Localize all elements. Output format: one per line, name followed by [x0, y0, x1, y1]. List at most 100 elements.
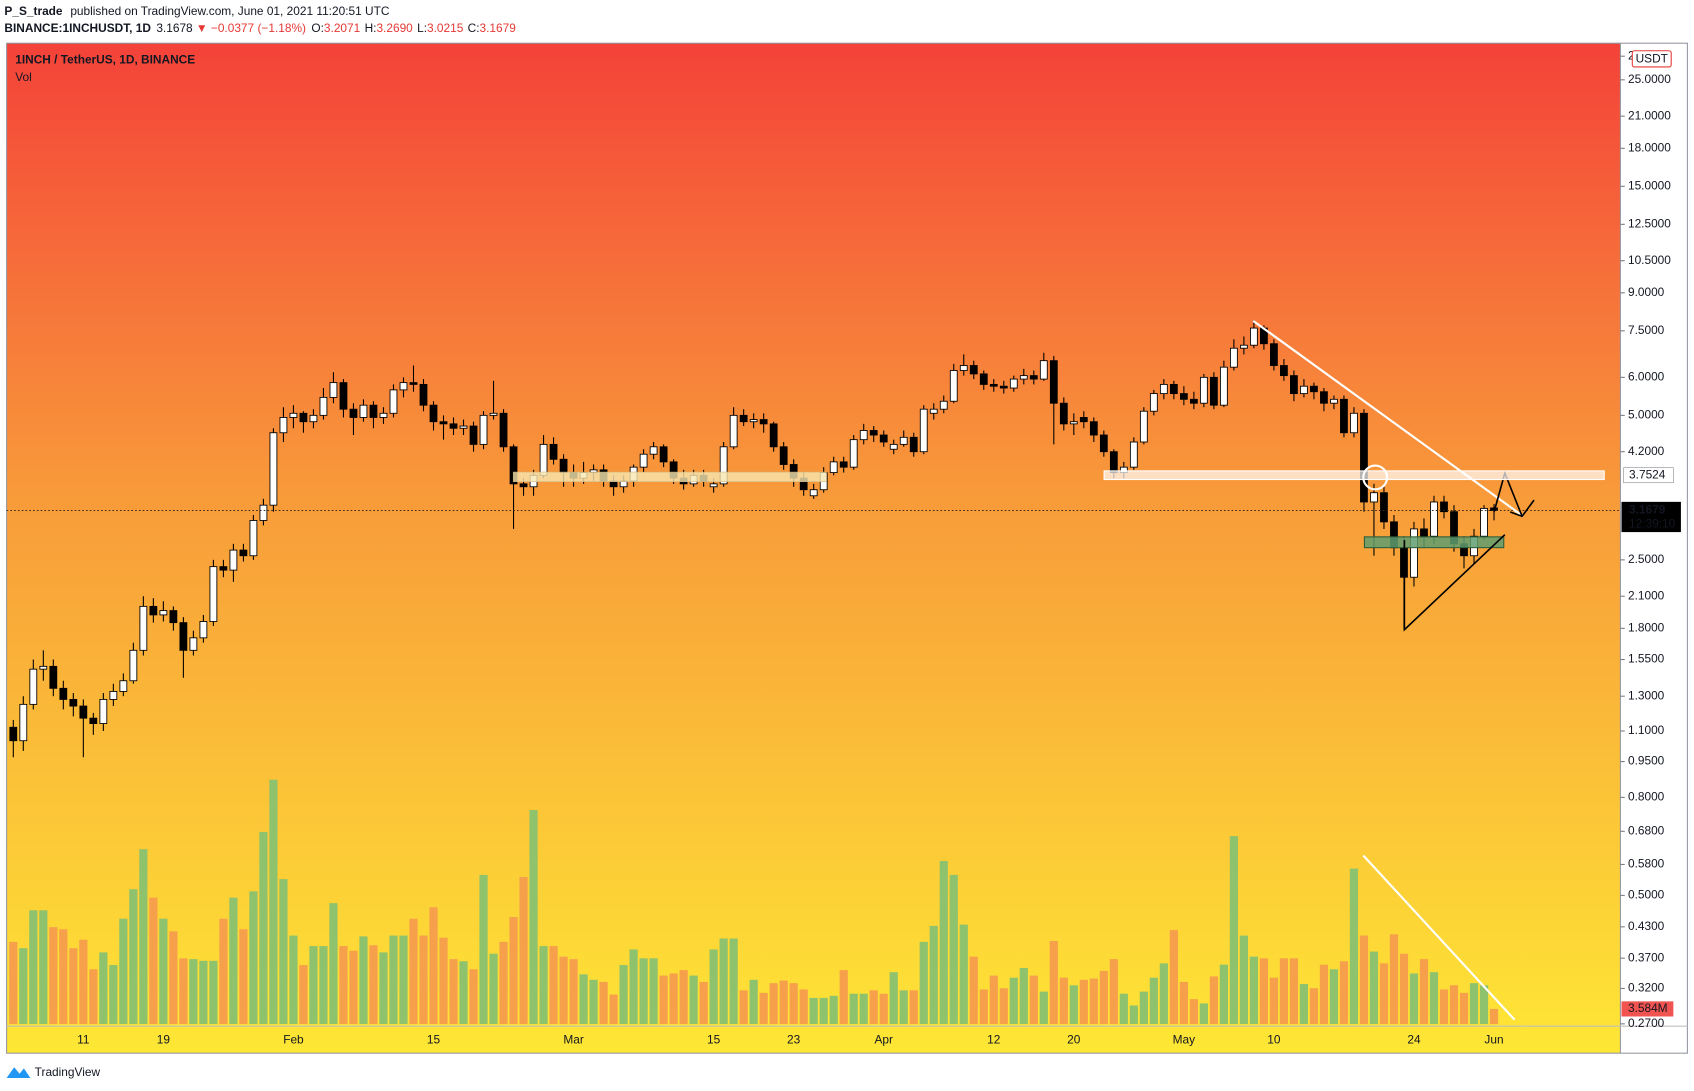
volume-bar: [1269, 977, 1279, 1025]
candle-body: [329, 382, 338, 398]
y-tick-label: 0.3700: [1628, 950, 1665, 964]
volume-bar: [1099, 970, 1108, 1025]
candle-body: [1139, 410, 1148, 443]
candle-body: [489, 412, 498, 416]
candle-body: [749, 419, 758, 423]
candle-body: [189, 637, 198, 651]
candle-body: [879, 434, 888, 443]
resistance-level: [1103, 470, 1605, 481]
candle-body: [459, 425, 468, 429]
volume-bar: [39, 910, 48, 1025]
volume-bar: [929, 925, 938, 1025]
y-tick-label: 0.4300: [1628, 919, 1665, 933]
c-label: C:: [468, 21, 480, 35]
volume-bar: [1149, 977, 1158, 1025]
volume-bar: [1459, 992, 1469, 1025]
volume-bar: [1159, 963, 1168, 1025]
c-value: 3.1679: [480, 21, 517, 35]
candle-body: [1270, 343, 1278, 366]
candle-body: [779, 446, 788, 465]
countdown: 12:39:10: [1629, 517, 1676, 531]
volume-bar: [379, 952, 388, 1025]
volume-bar: [449, 959, 458, 1025]
candle-body: [139, 605, 148, 651]
candle-body: [209, 566, 218, 622]
candle-body: [429, 404, 438, 423]
y-tick-label: 0.2700: [1628, 1016, 1665, 1030]
candle-body: [1049, 360, 1058, 404]
volume-bar: [129, 889, 138, 1025]
volume-bar: [1399, 953, 1409, 1025]
y-tick-label: 4.2000: [1628, 444, 1665, 458]
volume-bar: [1199, 1003, 1208, 1025]
candle-body: [1069, 421, 1078, 425]
volume-bar: [969, 956, 978, 1025]
volume-bar: [809, 997, 818, 1025]
volume-bar: [709, 949, 718, 1025]
volume-bar: [1299, 984, 1309, 1025]
candle-body: [79, 705, 88, 719]
candle-body: [759, 419, 768, 425]
candle-body: [179, 622, 188, 651]
candle-body: [379, 412, 388, 418]
volume-bar: [889, 972, 898, 1025]
volume-bar: [1119, 993, 1128, 1025]
x-tick-label: Feb: [283, 1032, 304, 1046]
triangle-line: [1403, 534, 1506, 632]
candle-body: [1019, 375, 1028, 380]
pane-title: 1INCH / TetherUS, 1D, BINANCE: [15, 53, 195, 67]
y-tick-label: 18.0000: [1628, 140, 1671, 154]
last-price-box: [1621, 501, 1681, 533]
volume-bar: [1239, 935, 1248, 1025]
volume-bar: [279, 879, 288, 1025]
y-tick-label: 12.5000: [1628, 216, 1671, 230]
candle-body: [719, 446, 728, 485]
candle-body: [909, 436, 918, 453]
candle-body: [1059, 402, 1068, 425]
candle-body: [999, 385, 1008, 389]
candle-body: [539, 443, 548, 476]
pane-border: [6, 42, 1688, 1054]
candle-body: [1179, 393, 1188, 400]
volume-bar: [1039, 991, 1048, 1025]
volume-bar: [189, 959, 198, 1025]
candle-body: [1079, 417, 1088, 423]
volume-bar: [519, 877, 528, 1025]
volume-bar: [749, 979, 758, 1025]
x-tick-label: 20: [1067, 1032, 1081, 1046]
volume-bar: [1249, 956, 1259, 1025]
volume-bar: [299, 965, 308, 1025]
y-tick-label: 5.0000: [1628, 407, 1665, 421]
volume-bar: [259, 831, 268, 1025]
volume-bar: [109, 965, 118, 1025]
volume-bar: [369, 945, 378, 1025]
logo-icon: [6, 1067, 31, 1079]
volume-bar: [999, 988, 1008, 1025]
x-tick-label: 24: [1407, 1032, 1421, 1046]
volume-bar: [1309, 988, 1319, 1025]
volume-bar: [589, 979, 598, 1025]
volume-bar: [1179, 981, 1188, 1025]
volume-bar: [459, 961, 468, 1025]
volume-bar: [789, 983, 798, 1025]
x-tick-label: May: [1173, 1032, 1195, 1046]
volume-bar: [609, 994, 618, 1025]
volume-label-box: [1621, 1001, 1674, 1017]
volume-bar: [99, 952, 108, 1025]
arrow-head: [1509, 499, 1535, 518]
volume-bar: [1349, 868, 1359, 1025]
candle-body: [129, 649, 138, 682]
candle-body: [959, 365, 968, 371]
volume-bar: [149, 897, 158, 1025]
volume-bar: [629, 949, 638, 1025]
volume-bar: [239, 929, 248, 1025]
candle-body: [439, 421, 448, 425]
candle-body: [869, 430, 878, 436]
candle-body: [939, 400, 948, 410]
candle-body: [829, 461, 838, 474]
candle-body: [19, 703, 28, 742]
candle-body: [109, 691, 118, 700]
y-tick-label: 9.0000: [1628, 285, 1665, 299]
volume-bar: [399, 935, 408, 1025]
candle-body: [229, 549, 238, 571]
